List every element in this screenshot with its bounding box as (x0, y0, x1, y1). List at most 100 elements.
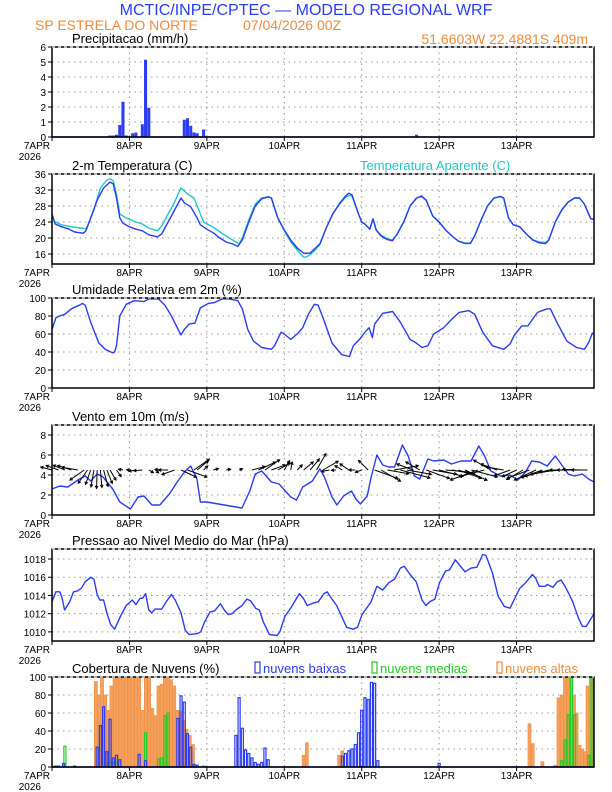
wind-vector-head (556, 468, 560, 472)
wind-vector-head (105, 483, 110, 488)
x-axis-year: 2026 (19, 530, 42, 541)
precip-bar (131, 133, 135, 137)
precip-bar (202, 129, 206, 137)
y-tick-label: 20 (35, 234, 47, 245)
precip-bar (195, 133, 199, 137)
cloud-bar-high (301, 754, 306, 768)
precip-bar (118, 125, 122, 137)
x-tick-label: 8APR (116, 392, 142, 403)
wind-vector (61, 466, 78, 471)
y-tick-label: 80 (35, 691, 47, 702)
x-tick-label: 8APR (116, 268, 142, 279)
wind-vector-head (561, 467, 566, 472)
wind-vector (85, 469, 92, 485)
wind-vector-head (289, 460, 294, 466)
x-tick-label: 12APR (423, 519, 455, 530)
wind-vector (464, 469, 488, 481)
legend-low-clouds: nuvens baixas (263, 661, 347, 676)
precip-bar (189, 125, 193, 137)
wind-vector-head (77, 480, 82, 485)
panel-title: Vento em 10m (m/s) (72, 409, 189, 424)
wind-vector-head (538, 469, 543, 474)
panel-temp: 16 20 24 28 32 36 2-m Temperatura (C) 7APR 8APR 9… (19, 158, 595, 290)
wind-vector-head (323, 452, 327, 457)
wind-vector-head (299, 464, 304, 468)
cloud-bar-high (530, 743, 535, 768)
x-tick-label: 12APR (423, 268, 455, 279)
cloud-bar-low (243, 749, 248, 768)
x-tick-label: 9APR (194, 645, 220, 656)
cloud-bar-low (237, 697, 241, 768)
wind-vector-head (458, 474, 463, 478)
wind-vector-head (548, 468, 553, 472)
wind-vector (258, 461, 276, 471)
x-tick-label: 12APR (423, 771, 455, 782)
panel-title: Cobertura de Nuvens (%) (72, 661, 219, 676)
precip-bar (121, 101, 125, 137)
y-tick-label: 80 (35, 312, 47, 323)
wind-vector-head (203, 474, 208, 479)
x-tick-label: 7APR (24, 645, 50, 656)
y-tick-label: 20 (35, 745, 47, 756)
y-tick-label: 24 (35, 218, 47, 229)
y-tick-label: 100 (29, 294, 46, 305)
panel-precip: 0 1 2 3 4 5 6 Precipitacao (mm/h) 7APR 8APR 9APR 10… (19, 31, 595, 163)
cloud-bar-high (159, 683, 164, 768)
panel-rh: 0 20 40 60 80 100 Umidade Relativa em 2m (%) 7A… (19, 282, 595, 414)
y-tick-label: 3 (40, 88, 46, 99)
x-tick-label: 9APR (194, 141, 220, 152)
cloud-bar-high (559, 694, 564, 768)
cloud-bar-low (350, 748, 354, 768)
x-tick-label: 7APR (24, 392, 50, 403)
y-tick-label: 40 (35, 727, 47, 738)
wind-vector (400, 469, 431, 479)
wind-vector-head (69, 477, 73, 481)
wind-vector (493, 469, 511, 477)
y-tick-label: 2 (40, 491, 46, 502)
wind-vector-head (479, 463, 484, 467)
wind-vector-head (215, 467, 220, 472)
precip-bar (140, 124, 144, 137)
header-title: MCTIC/INPE/CPTEC — MODELO REGIONAL WRF (120, 2, 493, 19)
cloud-bar-low (234, 734, 238, 768)
wind-vector (387, 469, 409, 475)
wind-vector-head (446, 475, 451, 480)
x-tick-label: 10APR (268, 771, 300, 782)
wind-vector-head (570, 468, 575, 472)
wind-vector-head (397, 478, 402, 482)
wind-vector (40, 466, 53, 471)
wind-vector-head (334, 465, 338, 469)
wind-vector (77, 469, 88, 484)
wind-vector-head (506, 475, 511, 480)
cloud-bar-low (376, 760, 380, 768)
y-tick-label: 5 (40, 58, 46, 69)
wind-vector-head (227, 467, 232, 472)
legend-medium-clouds: nuvens medias (380, 661, 468, 676)
series-line-rh-blue (51, 298, 595, 358)
wind-vector (426, 469, 450, 479)
precip-bar (192, 132, 196, 137)
y-tick-label: 1010 (24, 628, 47, 639)
wind-vector-head (404, 461, 409, 465)
series-line-wind-blue (51, 444, 595, 510)
wind-vector (316, 453, 327, 471)
cloud-bar-low (266, 759, 270, 768)
cloud-bar-low (263, 747, 267, 768)
wind-vector-head (150, 469, 155, 474)
cloud-bar-low (356, 732, 361, 768)
wind-vector-head (316, 458, 321, 463)
cloud-bar-high (305, 742, 309, 768)
x-tick-label: 13APR (501, 268, 533, 279)
panel-title: Pressao ao Nivel Medio do Mar (hPa) (72, 533, 289, 548)
cloud-bar-high (337, 754, 341, 768)
wind-vector-head (155, 469, 160, 474)
wind-vector-head (493, 473, 498, 477)
wind-vector-head (339, 463, 343, 467)
x-tick-label: 10APR (268, 268, 300, 279)
wind-vector-head (60, 465, 65, 470)
x-tick-label: 7APR (24, 519, 50, 530)
wind-vector (290, 461, 293, 471)
wind-vector (321, 469, 330, 472)
x-axis-year: 2026 (19, 403, 42, 414)
